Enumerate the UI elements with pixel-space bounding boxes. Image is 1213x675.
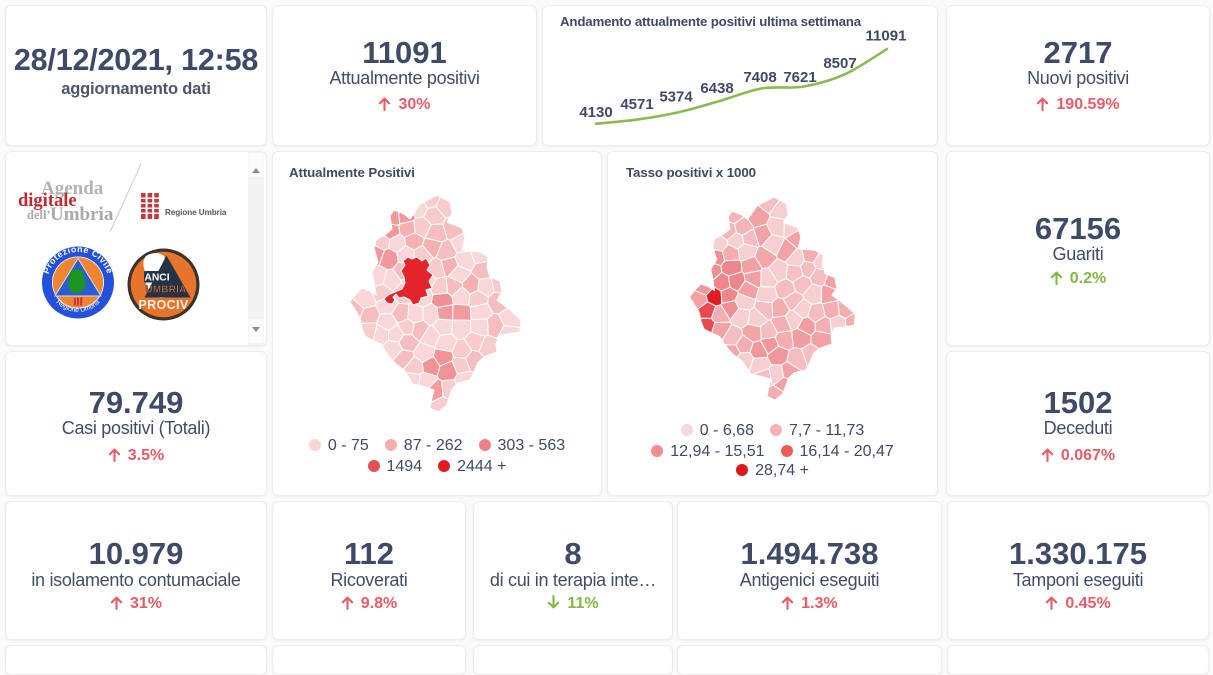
svg-text:digitale: digitale [18, 191, 77, 211]
svg-text:PROCIV: PROCIV [138, 298, 189, 312]
svg-text:Umbria: Umbria [50, 204, 114, 225]
svg-text:Regione Umbria: Regione Umbria [165, 208, 227, 217]
svg-text:ANCI: ANCI [144, 273, 169, 284]
svg-text:Agenda: Agenda [41, 178, 104, 199]
svg-text:dell’: dell’ [27, 208, 51, 222]
svg-text:UMBRIA: UMBRIA [146, 284, 187, 295]
